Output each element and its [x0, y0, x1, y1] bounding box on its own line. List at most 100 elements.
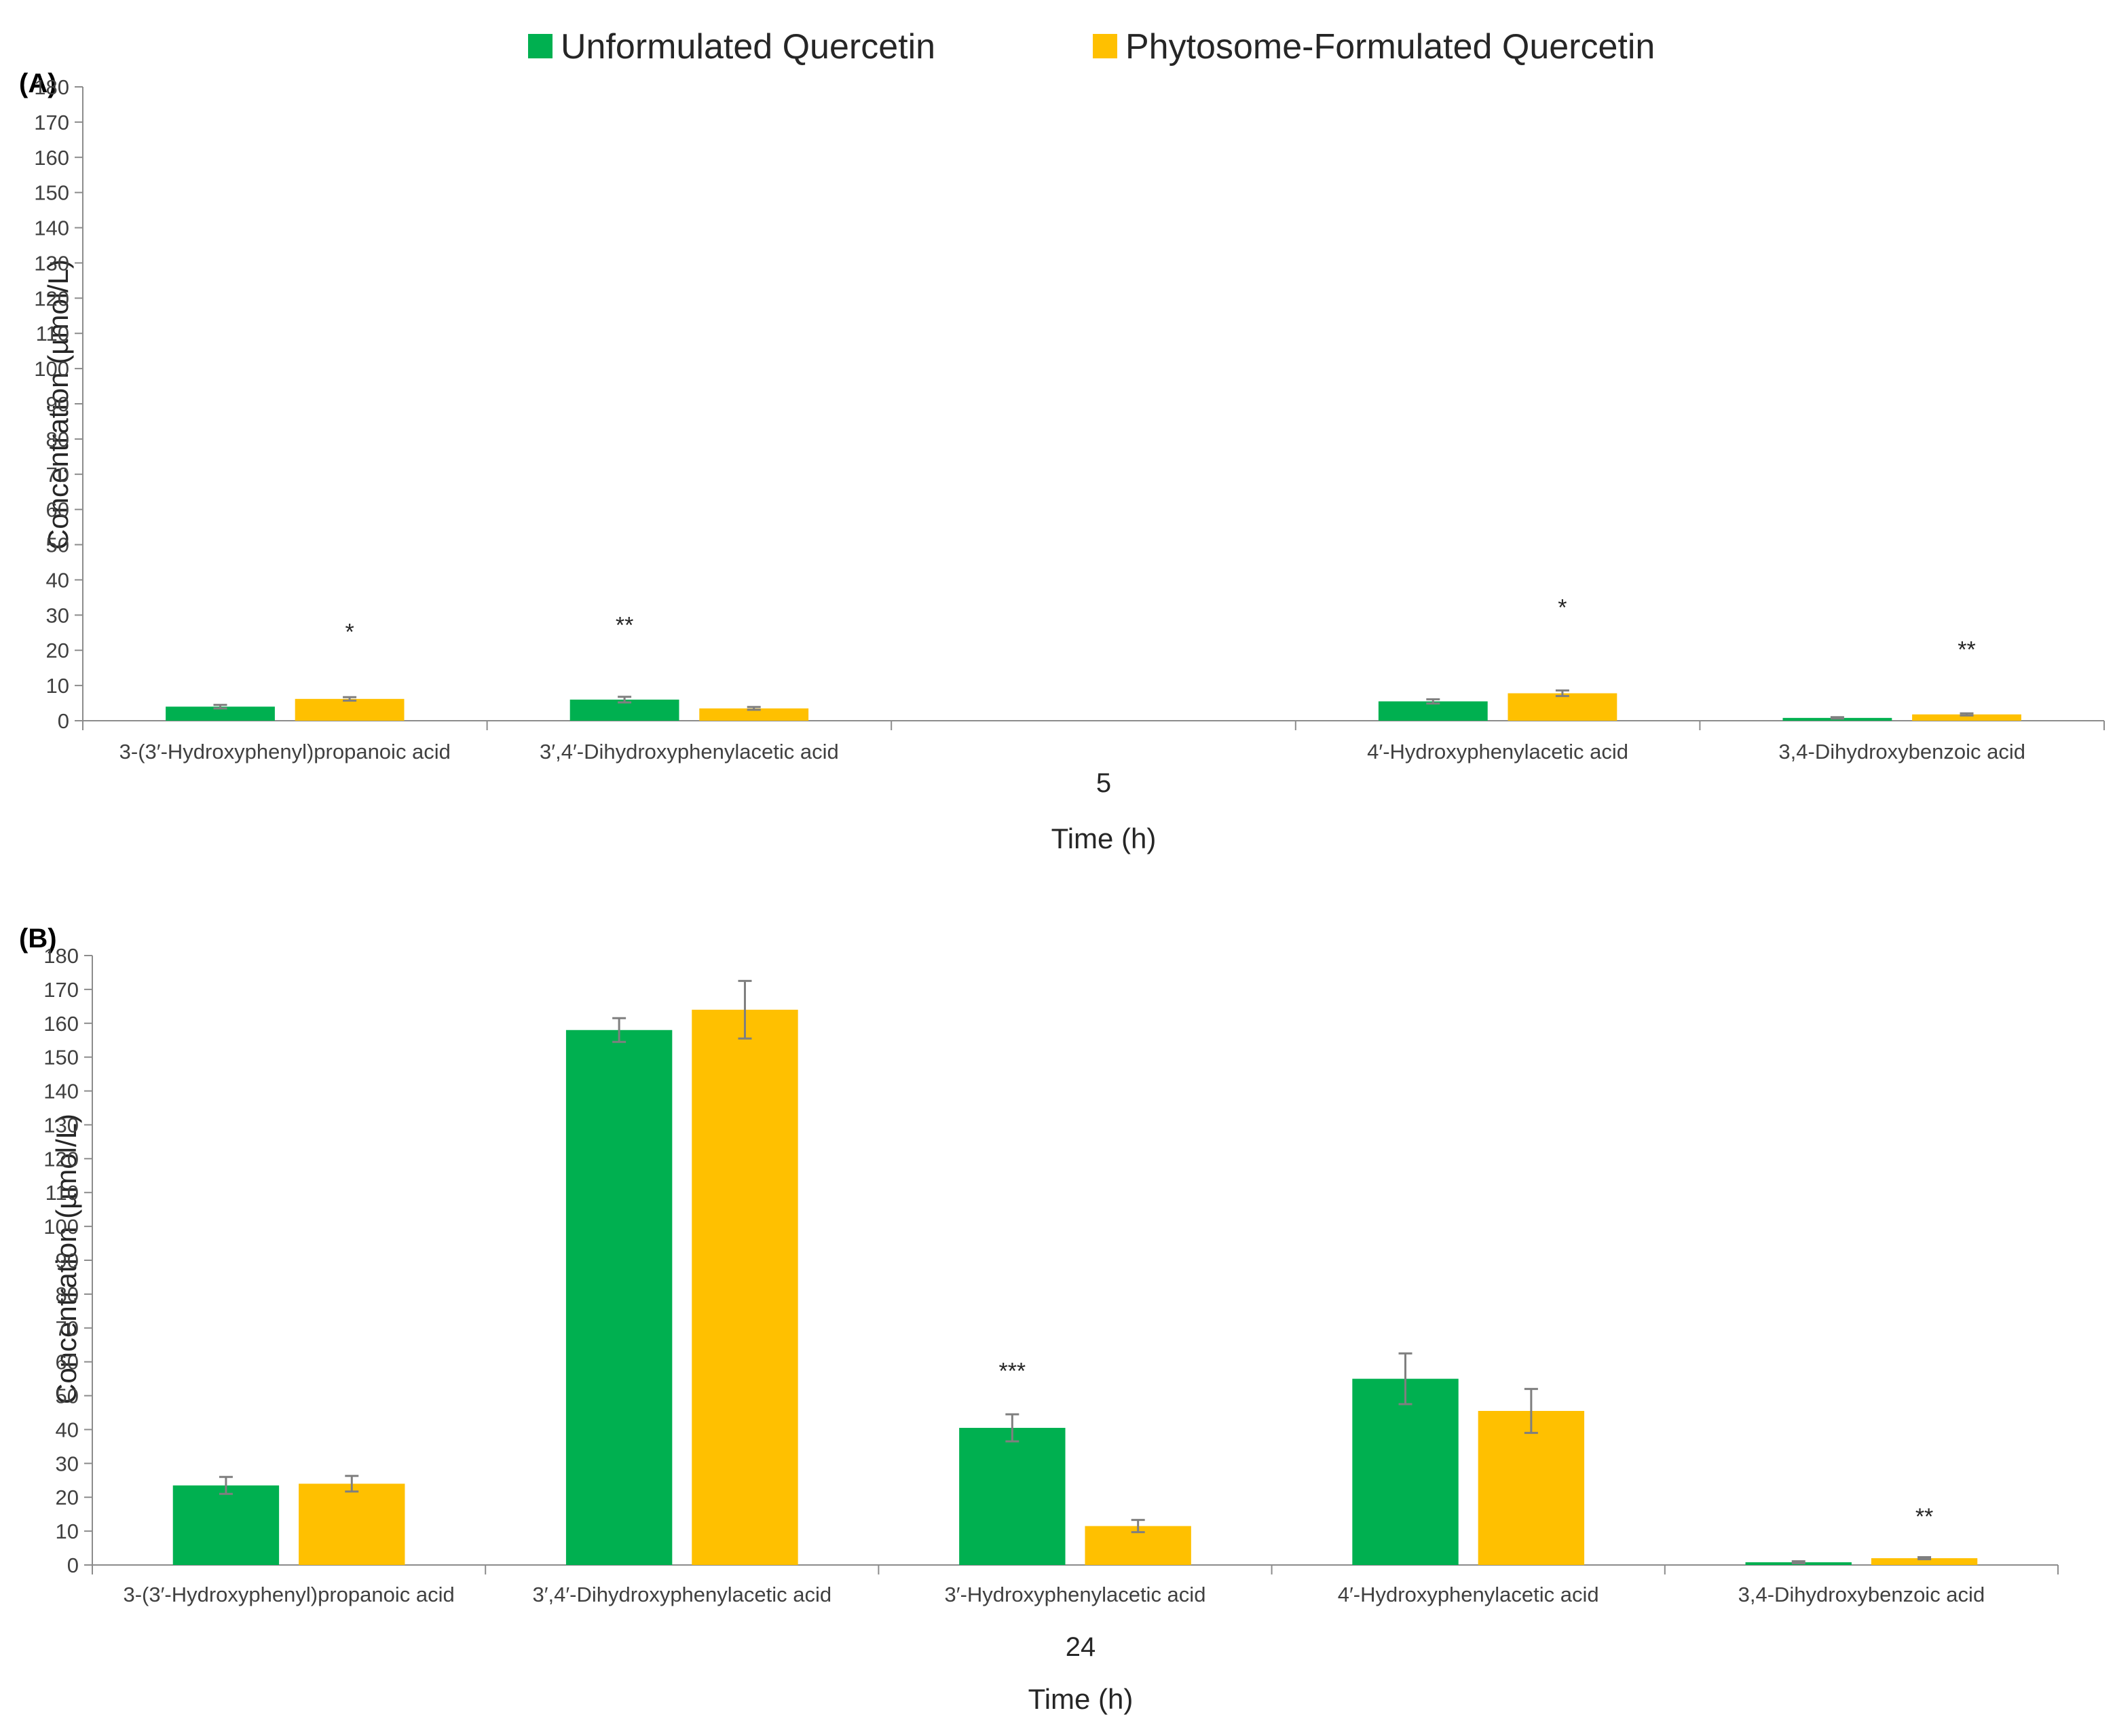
panel-a-error-bar — [1960, 712, 1974, 717]
panel-b-y-tick-label: 100 — [43, 1215, 79, 1239]
panel-a-y-tick-label: 110 — [36, 322, 69, 345]
panel-b-y-tick-label: 10 — [56, 1520, 79, 1543]
panel-a-bar-phytosome — [1508, 693, 1617, 721]
panel-a-error-bar — [1555, 689, 1569, 698]
panel-a-bar-phytosome — [295, 698, 405, 721]
panel-a-y-tick-label: 50 — [46, 533, 69, 557]
panel-a-y-tick-label: 90 — [46, 392, 69, 416]
panel-a-bar-unformulated — [166, 706, 275, 721]
panel-b-y-tick-label: 150 — [43, 1046, 79, 1070]
panel-a-y-tick-label: 80 — [46, 428, 69, 451]
panel-b-y-tick-label: 90 — [56, 1249, 79, 1272]
panel-a-y-tick-label: 160 — [34, 146, 69, 170]
panel-b-y-tick-label: 180 — [43, 944, 79, 968]
panel-b-y-tick-label: 140 — [43, 1080, 79, 1103]
legend-label-unformulated: Unformulated Quercetin — [561, 27, 935, 67]
panel-b-bar-phytosome — [692, 1009, 798, 1565]
panel-b-bar-phytosome — [299, 1484, 405, 1565]
panel-a-y-tick-label: 30 — [46, 603, 69, 627]
panel-b-y-tick-label: 40 — [56, 1418, 79, 1441]
panel-a-bar-phytosome — [1912, 714, 2021, 721]
panel-a-bar-unformulated — [1378, 701, 1488, 721]
panel-a-error-bar — [213, 704, 227, 710]
panel-b-error-bar — [1131, 1519, 1145, 1534]
legend-swatch-unformulated — [528, 34, 553, 58]
panel-b-y-tick-label: 70 — [56, 1317, 79, 1340]
panel-b-error-bar — [1398, 1352, 1412, 1405]
panel-b-y-tick-label: 20 — [56, 1486, 79, 1509]
panel-a-y-tick-label: 150 — [34, 181, 69, 205]
panel-a-chart: (A) Concentration (µmol/L) 5 Time (h) 0 1… — [19, 69, 2105, 854]
panel-b-error-bar — [345, 1475, 359, 1493]
panel-a-y-tick-label: 0 — [58, 709, 69, 733]
panel-a-y-tick-label: 20 — [46, 639, 69, 662]
panel-a-y-tick-label: 130 — [34, 251, 69, 275]
panel-b-y-tick-label: 30 — [56, 1452, 79, 1475]
panel-a-y-tick-label: 140 — [34, 216, 69, 240]
panel-a-category-label: 3-(3′-Hydroxyphenyl)propanoic acid — [119, 740, 451, 763]
panel-a-error-bar — [1426, 698, 1440, 705]
panel-b-y-tick-label: 110 — [45, 1181, 79, 1205]
panel-b-y-tick-label: 130 — [43, 1113, 79, 1137]
panel-a-error-bar — [343, 696, 357, 702]
panel-b-category-label: 3′-Hydroxyphenylacetic acid — [945, 1583, 1206, 1606]
panel-a-category-label: 4′-Hydroxyphenylacetic acid — [1367, 740, 1628, 763]
panel-a-significance-marker: ** — [616, 612, 633, 638]
panel-a-group-label: 5 — [1096, 768, 1111, 798]
panel-a-y-tick-label: 180 — [34, 75, 69, 99]
panel-b-y-tick-label: 50 — [56, 1384, 79, 1408]
panel-b-error-bar — [1791, 1560, 1805, 1565]
panel-a-y-tick-label: 10 — [46, 674, 69, 698]
panel-b-error-bar — [738, 979, 752, 1040]
panel-a-label: (A) — [19, 69, 57, 98]
panel-b-bar-unformulated — [172, 1485, 280, 1565]
panel-b-bar-phytosome — [1478, 1411, 1585, 1565]
panel-b-chart: (B) Concentration (µmol/L) 24 Time (h) 0… — [19, 924, 2059, 1715]
panel-b-bar-phytosome — [1871, 1558, 1978, 1565]
panel-b-error-bar — [219, 1475, 233, 1495]
panel-a-y-tick-label: 70 — [46, 463, 69, 487]
panel-b-error-bar — [1005, 1413, 1019, 1443]
panel-b-category-label: 3-(3′-Hydroxyphenyl)propanoic acid — [123, 1583, 454, 1606]
panel-a-error-bar — [618, 696, 632, 704]
panel-b-bar-unformulated — [1352, 1378, 1459, 1565]
panel-b-group-label: 24 — [1066, 1632, 1096, 1662]
panel-b-y-axis-title: Concentration (µmol/L) — [50, 1114, 82, 1404]
panel-a-category-label: 3′,4′-Dihydroxyphenylacetic acid — [540, 740, 839, 763]
panel-a-significance-marker: ** — [1958, 637, 1975, 663]
panel-a-category-label: 3,4-Dihydroxybenzoic acid — [1778, 740, 2025, 763]
panel-a-y-tick-label: 100 — [34, 357, 69, 381]
panel-b-category-label: 3′,4′-Dihydroxyphenylacetic acid — [532, 1583, 831, 1606]
panel-b-y-tick-label: 160 — [43, 1012, 79, 1036]
panel-a-y-tick-label: 60 — [46, 498, 69, 522]
panel-b-category-label: 3,4-Dihydroxybenzoic acid — [1738, 1583, 1985, 1606]
panel-a-error-bar — [1830, 716, 1844, 720]
panel-b-significance-marker: *** — [998, 1359, 1026, 1384]
panel-a-error-bar — [747, 706, 761, 711]
panel-b-y-tick-label: 0 — [67, 1553, 79, 1577]
panel-b-error-bar — [612, 1017, 626, 1043]
panel-b-y-tick-label: 60 — [56, 1351, 79, 1374]
panel-b-error-bar — [1917, 1556, 1932, 1561]
panel-b-error-bar — [1524, 1388, 1538, 1434]
panel-b-y-tick-label: 170 — [43, 978, 79, 1002]
panel-b-significance-marker: ** — [1915, 1504, 1933, 1530]
panel-b-category-label: 4′-Hydroxyphenylacetic acid — [1338, 1583, 1599, 1606]
panel-a-x-axis-title: Time (h) — [1051, 823, 1157, 854]
legend-swatch-phytosome — [1093, 34, 1117, 58]
panel-a-y-tick-label: 40 — [46, 568, 69, 592]
legend: Unformulated Quercetin Phytosome-Formula… — [528, 27, 1655, 67]
panel-a-y-tick-label: 120 — [34, 286, 69, 310]
legend-label-phytosome: Phytosome-Formulated Quercetin — [1125, 27, 1655, 67]
panel-a-y-tick-label: 170 — [34, 111, 69, 134]
panel-b-bar-unformulated — [959, 1427, 1066, 1565]
panel-b-y-tick-label: 80 — [56, 1283, 79, 1306]
panel-a-y-axis-title: Concentration (µmol/L) — [42, 259, 74, 550]
panel-b-bar-unformulated — [565, 1030, 673, 1565]
panel-a-significance-marker: * — [1558, 595, 1567, 620]
panel-b-x-axis-title: Time (h) — [1028, 1683, 1134, 1715]
panel-b-y-tick-label: 120 — [43, 1147, 79, 1171]
panel-a-significance-marker: * — [345, 620, 354, 645]
panel-a-bar-phytosome — [699, 708, 809, 721]
